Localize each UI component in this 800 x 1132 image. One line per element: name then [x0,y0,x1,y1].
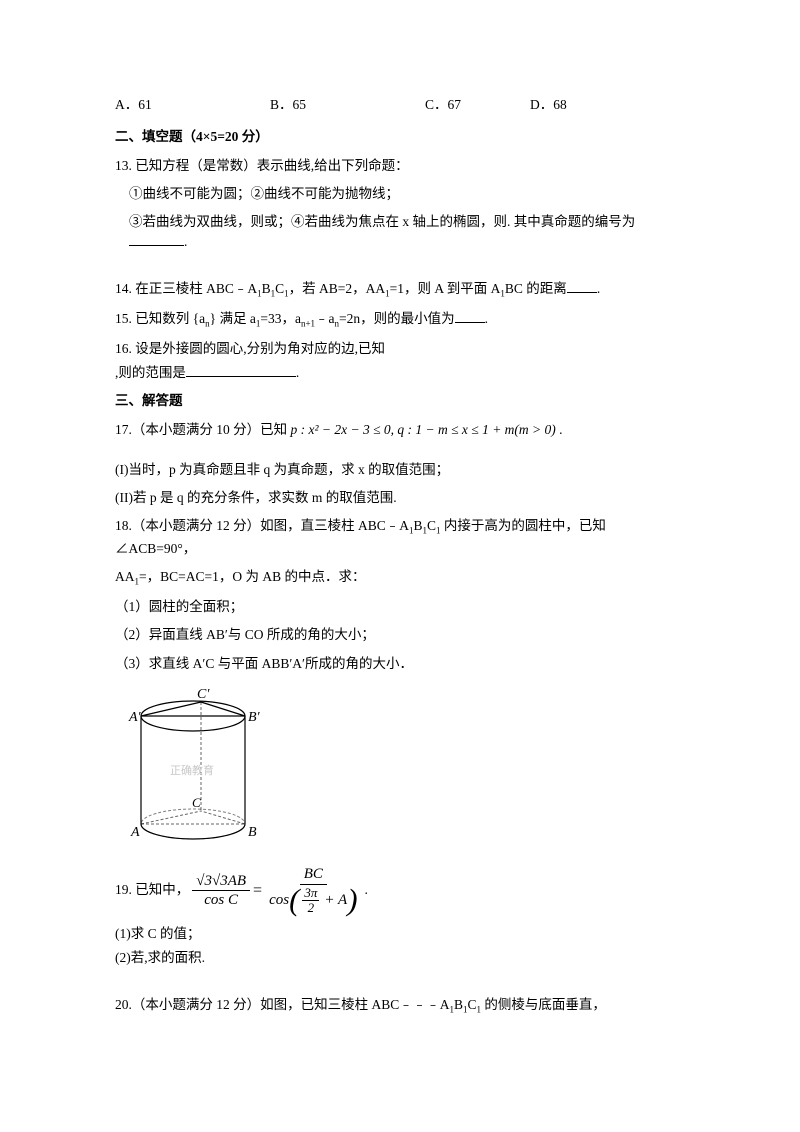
section-fill-blank-header: 二、填空题（4×5=20 分） [115,127,685,147]
q19-line3: (2)若,求的面积. [115,948,685,968]
svg-text:B′: B′ [248,710,261,725]
eq-sign: = [253,879,262,903]
q18-l2-pre: AA [115,569,135,584]
q17-line2: (I)当时，p 为真命题且非 q 为真命题，求 x 的取值范围； [115,460,685,480]
q20-pre: 20.（本小题满分 12 分）如图，已知三棱柱 ABC﹣﹣﹣A [115,997,450,1012]
choice-c: C．67 [425,95,530,115]
q13-line3-pre: ③若曲线为双曲线，则或；④若曲线为焦点在 x 轴上的椭圆，则. 其中真命题的编号… [129,214,635,229]
choice-d: D．68 [530,95,567,115]
svg-text:B: B [248,825,257,840]
q19-post: . [365,880,368,900]
q13-line3: ③若曲线为双曲线，则或；④若曲线为焦点在 x 轴上的椭圆，则. 其中真命题的编号… [115,212,685,253]
q18-l1-pre: 18.（本小题满分 12 分）如图，直三棱柱 ABC﹣A [115,518,409,533]
blank-underline [455,322,485,323]
blank-underline [186,376,296,377]
q17-line1: 17.（本小题满分 10 分）已知 p : x² − 2x − 3 ≤ 0, q… [115,420,685,440]
q17-pre: 17.（本小题满分 10 分）已知 [115,422,291,437]
q18-l2-post: =，BC=AC=1，O 为 AB 的中点．求： [139,569,365,584]
q18-line2: AA1=，BC=AC=1，O 为 AB 的中点．求： [115,567,685,589]
q14: 14. 在正三棱柱 ABC﹣A1B1C1，若 AB=2，AA1=1，则 A 到平… [115,279,685,301]
q19-pre: 19. 已知中， [115,880,189,900]
q20-m1: B [454,997,463,1012]
cylinder-diagram: A′ B′ C′ A B C 正确教育 [123,684,685,855]
q14-m2: C [275,281,284,296]
q16-line2-pre: ,则的范围是 [115,365,186,380]
q14-post: . [597,281,600,296]
q18-line1: 18.（本小题满分 12 分）如图，直三棱柱 ABC﹣A1B1C1 内接于高为的… [115,516,685,558]
q19-frac1: √3√3AB√3AB cos C [192,872,250,910]
q19-line2: (1)求 C 的值； [115,924,685,944]
q18-l1-m2: C [427,518,436,533]
blank-underline [567,292,597,293]
q19-line1: 19. 已知中， √3√3AB√3AB cos C = BC cos(3π2+ … [115,865,685,916]
blank-underline [129,245,184,246]
mc-choices: A．61 B．65 C．67 D．68 [115,95,685,115]
q20-post: 的侧棱与底面垂直， [481,997,606,1012]
q14-pre: 14. 在正三棱柱 ABC﹣A [115,281,257,296]
watermark-text: 正确教育 [170,763,214,777]
svg-text:C′: C′ [197,687,210,702]
q18-l1-m1: B [414,518,423,533]
q17-formula: p : x² − 2x − 3 ≤ 0, q : 1 − m ≤ x ≤ 1 +… [291,422,556,437]
q15-post: . [485,311,488,326]
q16-line2-post: . [296,365,299,380]
q14-m3: ，若 AB=2，AA [289,281,386,296]
q19-frac2: BC cos(3π2+ A) [265,865,361,916]
q14-postpre: BC 的距离 [505,281,567,296]
q18-line5: （3）求直线 A′C 与平面 ABB′A′所成的角的大小． [115,654,685,674]
q17-post: . [556,422,563,437]
q15-m3: ﹣a [315,311,335,326]
q18-line3: （1）圆柱的全面积； [115,597,685,617]
choice-a: A．61 [115,95,270,115]
choice-b: B．65 [270,95,425,115]
svg-text:A: A [130,825,140,840]
q15-postpre: =2n，则的最小值为 [339,311,455,326]
q20-line1: 20.（本小题满分 12 分）如图，已知三棱柱 ABC﹣﹣﹣A1B1C1 的侧棱… [115,995,685,1017]
q18-line4: （2）异面直线 AB′与 CO 所成的角的大小； [115,625,685,645]
q16-line1: 16. 设是外接圆的圆心,分别为角对应的边,已知 [115,339,685,359]
q13-line2: ①曲线不可能为圆；②曲线不可能为抛物线； [115,184,685,204]
q15: 15. 已知数列 {an} 满足 a1=33，an+1﹣an=2n，则的最小值为… [115,309,685,331]
q16-line2: ,则的范围是. [115,363,685,383]
q13-line1: 13. 已知方程（是常数）表示曲线,给出下列命题： [115,156,685,176]
section-answer-header: 三、解答题 [115,391,685,411]
svg-text:C: C [192,795,201,810]
q14-m4: =1，则 A 到平面 A [390,281,501,296]
q20-m2: C [468,997,477,1012]
svg-text:A′: A′ [128,710,142,725]
q15-m1: } 满足 a [210,311,256,326]
q15-m2: =33，a [260,311,301,326]
q17-line3: (II)若 p 是 q 的充分条件，求实数 m 的取值范围. [115,488,685,508]
q15-pre: 15. 已知数列 {a [115,311,205,326]
q14-m1: B [262,281,271,296]
q13-line3-post: . [184,234,187,249]
